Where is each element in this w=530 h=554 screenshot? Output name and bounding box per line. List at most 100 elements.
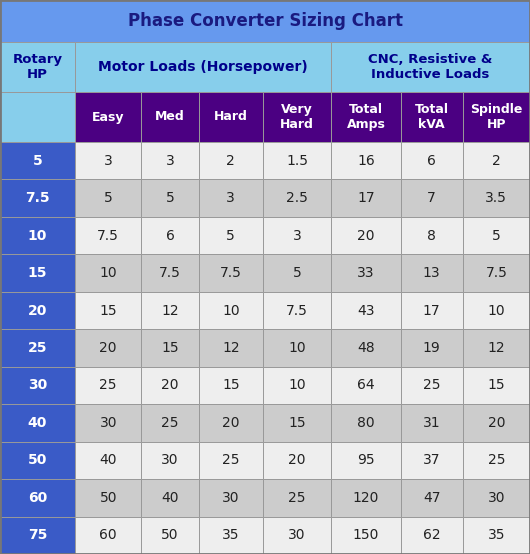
Bar [331, 217, 401, 254]
Text: 75: 75 [28, 529, 47, 542]
Bar [331, 442, 401, 479]
Bar [75, 42, 331, 92]
Bar [331, 292, 401, 329]
Bar [75, 217, 142, 254]
Text: 12: 12 [488, 341, 505, 355]
Text: 10: 10 [288, 341, 306, 355]
Text: 40: 40 [28, 416, 47, 430]
Text: 50: 50 [100, 491, 117, 505]
Text: 25: 25 [28, 341, 47, 355]
Bar [142, 442, 199, 479]
Bar [401, 179, 463, 217]
Text: 64: 64 [357, 378, 375, 392]
Bar [142, 179, 199, 217]
Bar [75, 442, 142, 479]
Text: 20: 20 [357, 229, 375, 243]
Bar [263, 217, 331, 254]
Text: 5: 5 [293, 266, 302, 280]
Text: 3: 3 [166, 153, 174, 168]
Text: 3: 3 [104, 153, 112, 168]
Bar [75, 404, 142, 442]
Text: 7: 7 [427, 191, 436, 205]
Bar [263, 367, 331, 404]
Bar [0, 516, 75, 554]
Text: 3: 3 [293, 229, 302, 243]
Bar [75, 516, 142, 554]
Text: 16: 16 [357, 153, 375, 168]
Text: 47: 47 [423, 491, 440, 505]
Bar [331, 329, 401, 367]
Bar [142, 404, 199, 442]
Bar [142, 292, 199, 329]
Bar [263, 329, 331, 367]
Bar [0, 142, 75, 179]
Text: 20: 20 [488, 416, 505, 430]
Bar [199, 329, 263, 367]
Text: 60: 60 [28, 491, 47, 505]
Bar [263, 92, 331, 142]
Bar [401, 292, 463, 329]
Bar [401, 479, 463, 516]
Text: 25: 25 [100, 378, 117, 392]
Text: 8: 8 [427, 229, 436, 243]
Bar [199, 404, 263, 442]
Text: 20: 20 [28, 304, 47, 317]
Text: 150: 150 [353, 529, 379, 542]
Text: 6: 6 [427, 153, 436, 168]
Text: 7.5: 7.5 [159, 266, 181, 280]
Bar [263, 516, 331, 554]
Text: 15: 15 [222, 378, 240, 392]
Text: 30: 30 [28, 378, 47, 392]
Bar [263, 254, 331, 292]
Text: 15: 15 [100, 304, 117, 317]
Text: 30: 30 [222, 491, 240, 505]
Text: 5: 5 [33, 153, 42, 168]
Text: 120: 120 [353, 491, 379, 505]
Bar [0, 0, 530, 42]
Bar [199, 179, 263, 217]
Bar [401, 329, 463, 367]
Text: 30: 30 [488, 491, 505, 505]
Text: 95: 95 [357, 453, 375, 468]
Text: 15: 15 [28, 266, 47, 280]
Bar [199, 92, 263, 142]
Bar [75, 367, 142, 404]
Bar [401, 254, 463, 292]
Bar [199, 254, 263, 292]
Text: 7.5: 7.5 [485, 266, 507, 280]
Text: 5: 5 [104, 191, 112, 205]
Text: 10: 10 [222, 304, 240, 317]
Bar [263, 179, 331, 217]
Bar [75, 254, 142, 292]
Bar [199, 516, 263, 554]
Text: 48: 48 [357, 341, 375, 355]
Text: 33: 33 [357, 266, 375, 280]
Text: 20: 20 [161, 378, 179, 392]
Bar [0, 254, 75, 292]
Bar [401, 367, 463, 404]
Bar [0, 179, 75, 217]
Bar [401, 442, 463, 479]
Bar [463, 404, 530, 442]
Text: 20: 20 [100, 341, 117, 355]
Bar [142, 142, 199, 179]
Bar [463, 516, 530, 554]
Text: 25: 25 [288, 491, 306, 505]
Text: CNC, Resistive &
Inductive Loads: CNC, Resistive & Inductive Loads [368, 53, 493, 81]
Bar [75, 329, 142, 367]
Bar [0, 367, 75, 404]
Text: Total
Amps: Total Amps [347, 103, 385, 131]
Text: 25: 25 [222, 453, 240, 468]
Bar [75, 92, 142, 142]
Bar [401, 92, 463, 142]
Text: Phase Converter Sizing Chart: Phase Converter Sizing Chart [128, 12, 402, 30]
Text: 15: 15 [161, 341, 179, 355]
Bar [142, 479, 199, 516]
Text: 2.5: 2.5 [286, 191, 308, 205]
Text: 25: 25 [161, 416, 179, 430]
Bar [463, 479, 530, 516]
Bar [263, 479, 331, 516]
Bar [0, 42, 75, 92]
Bar [463, 442, 530, 479]
Text: 50: 50 [28, 453, 47, 468]
